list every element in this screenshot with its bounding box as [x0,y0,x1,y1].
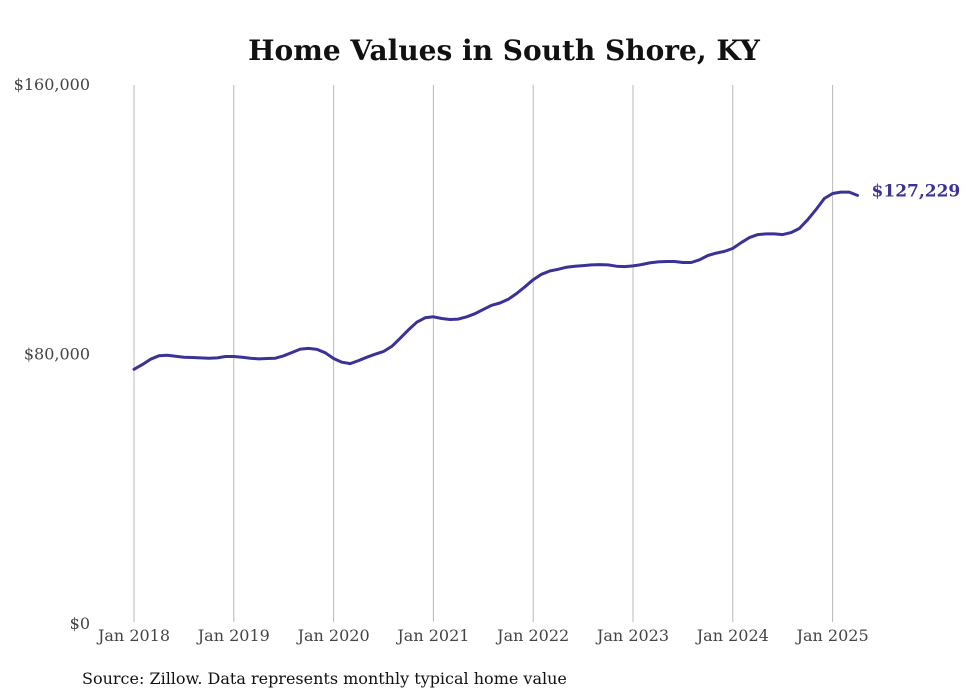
y-tick-label: $160,000 [14,75,90,94]
x-axis-labels: Jan 2018 Jan 2019 Jan 2020 Jan 2021 Jan 2022… [96,626,869,645]
chart-title: Home Values in South Shore, KY [248,34,761,67]
x-tick-label: Jan 2021 [395,626,469,645]
x-tick-label: Jan 2024 [695,626,769,645]
end-value-label: $127,229 [872,181,961,201]
x-tick-label: Jan 2020 [296,626,370,645]
x-tick-label: Jan 2022 [495,626,569,645]
series-layer: $127,229 [132,181,961,371]
grid-lines [133,85,834,622]
x-tick-label: Jan 2023 [595,626,669,645]
x-tick-label: Jan 2019 [196,626,270,645]
y-axis-labels: $0 $80,000 $160,000 [14,75,90,633]
source-note: Source: Zillow. Data represents monthly … [82,669,567,688]
x-tick-label: Jan 2025 [795,626,869,645]
series-line-0 [132,190,859,371]
y-tick-label: $80,000 [24,345,90,364]
y-tick-label: $0 [70,614,90,633]
x-tick-label: Jan 2018 [96,626,170,645]
